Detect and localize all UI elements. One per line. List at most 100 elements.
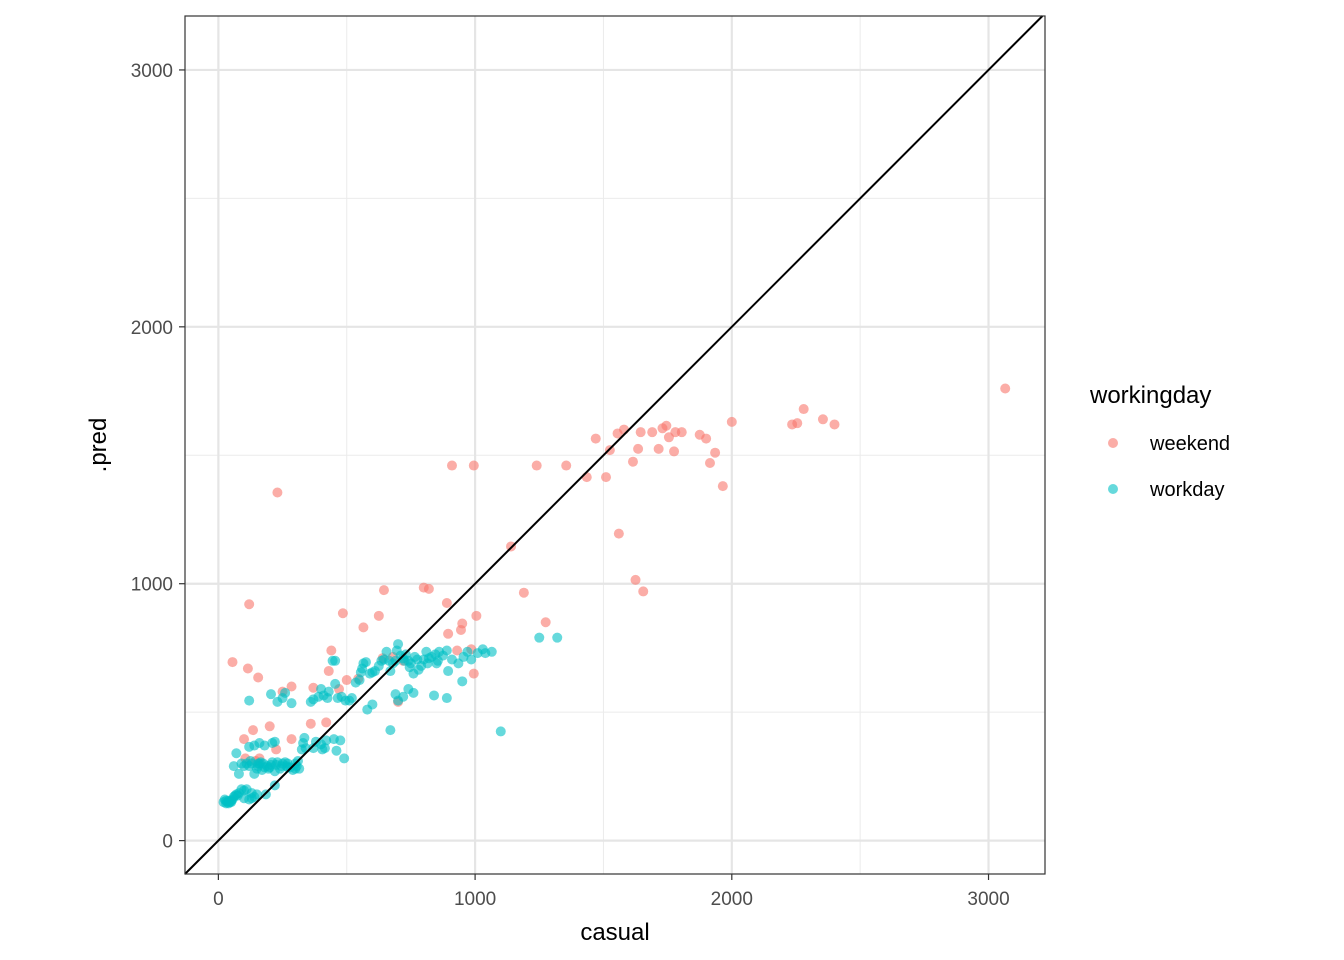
data-point-weekend: [787, 419, 798, 430]
data-point-weekend: [630, 574, 641, 585]
data-point-weekend: [242, 663, 253, 674]
data-point-workday: [466, 654, 477, 665]
data-point-workday: [332, 693, 343, 704]
data-point-weekend: [341, 675, 352, 686]
data-point-weekend: [358, 622, 369, 633]
data-point-workday: [385, 725, 396, 736]
data-point-weekend: [601, 472, 612, 483]
x-axis-ticks: 0 1000 2000 3000: [213, 874, 1010, 910]
plot-panel-border: [184, 15, 1046, 875]
data-point-workday: [258, 758, 269, 769]
data-point-weekend: [561, 460, 572, 471]
data-point-weekend: [305, 718, 316, 729]
data-point-weekend: [471, 610, 482, 621]
data-point-weekend: [647, 427, 658, 438]
data-point-weekend: [635, 427, 646, 438]
y-tick-label: 3000: [131, 61, 173, 82]
data-points: [218, 383, 1011, 809]
data-point-weekend: [455, 624, 466, 635]
data-point-workday: [231, 748, 242, 759]
data-point-workday: [534, 632, 545, 643]
data-point-workday: [350, 677, 361, 688]
legend-title: workingday: [1089, 382, 1211, 409]
y-axis-ticks: 0 1000 2000 3000: [131, 61, 185, 853]
data-point-workday: [441, 693, 452, 704]
data-point-weekend: [244, 599, 255, 610]
data-point-workday: [327, 655, 338, 666]
x-tick-label: 1000: [454, 889, 496, 910]
data-point-workday: [413, 664, 424, 675]
data-point-weekend: [613, 528, 624, 539]
data-point-weekend: [326, 645, 337, 656]
data-point-workday: [244, 741, 255, 752]
data-point-weekend: [657, 423, 668, 434]
data-point-weekend: [443, 628, 454, 639]
data-point-weekend: [272, 487, 283, 498]
data-point-weekend: [378, 585, 389, 596]
data-point-weekend: [248, 725, 259, 736]
data-point-weekend: [308, 682, 319, 693]
x-tick-label: 3000: [967, 889, 1009, 910]
data-point-weekend: [669, 446, 680, 457]
y-tick-label: 0: [162, 832, 173, 853]
data-point-weekend: [337, 608, 348, 619]
data-point-weekend: [581, 472, 592, 483]
data-point-workday: [344, 695, 355, 706]
data-point-workday: [552, 632, 563, 643]
minor-gridlines: [185, 16, 1045, 874]
data-point-workday: [246, 793, 257, 804]
data-point-weekend: [286, 681, 297, 692]
data-point-workday: [421, 646, 432, 657]
data-point-workday: [228, 761, 239, 772]
y-axis-title: .pred: [85, 418, 112, 473]
data-point-workday: [446, 654, 457, 665]
data-point-weekend: [468, 460, 479, 471]
data-point-workday: [296, 744, 307, 755]
data-point-workday: [355, 667, 366, 678]
legend-key-weekend: [1108, 438, 1118, 448]
y-tick-label: 2000: [131, 318, 173, 339]
data-point-weekend: [653, 443, 664, 454]
data-point-workday: [236, 758, 247, 769]
data-point-workday: [266, 689, 276, 700]
data-point-weekend: [446, 460, 457, 471]
data-point-weekend: [518, 587, 529, 598]
data-point-weekend: [694, 429, 705, 440]
data-point-workday: [305, 696, 316, 707]
data-point-weekend: [531, 460, 542, 471]
data-point-workday: [328, 734, 339, 745]
data-point-weekend: [468, 668, 479, 679]
data-point-weekend: [638, 586, 649, 597]
data-point-workday: [280, 687, 291, 698]
legend: workingday weekend workday: [1089, 382, 1230, 501]
data-point-workday: [233, 768, 244, 779]
data-point-workday: [385, 666, 396, 677]
data-point-workday: [226, 797, 237, 808]
identity-line-path: [184, 15, 1044, 875]
data-point-workday: [281, 761, 292, 772]
data-point-workday: [308, 743, 319, 754]
data-point-weekend: [717, 481, 728, 492]
data-point-weekend: [612, 428, 623, 439]
data-point-weekend: [264, 721, 275, 732]
data-point-weekend: [253, 672, 264, 683]
data-point-weekend: [704, 457, 715, 468]
data-point-weekend: [373, 610, 384, 621]
data-point-workday: [331, 745, 342, 756]
data-point-workday: [339, 753, 350, 764]
y-tick-label: 1000: [131, 575, 173, 596]
data-point-weekend: [441, 597, 452, 608]
data-point-workday: [390, 689, 401, 700]
legend-key-workday: [1108, 484, 1118, 494]
data-point-weekend: [817, 414, 828, 425]
data-point-weekend: [590, 433, 601, 444]
data-point-workday: [403, 684, 414, 695]
data-point-workday: [316, 684, 327, 695]
data-point-weekend: [663, 432, 674, 443]
data-point-weekend: [1000, 383, 1011, 394]
data-point-weekend: [798, 404, 809, 415]
data-point-weekend: [633, 443, 644, 454]
data-point-weekend: [323, 666, 334, 677]
data-point-weekend: [829, 419, 840, 430]
